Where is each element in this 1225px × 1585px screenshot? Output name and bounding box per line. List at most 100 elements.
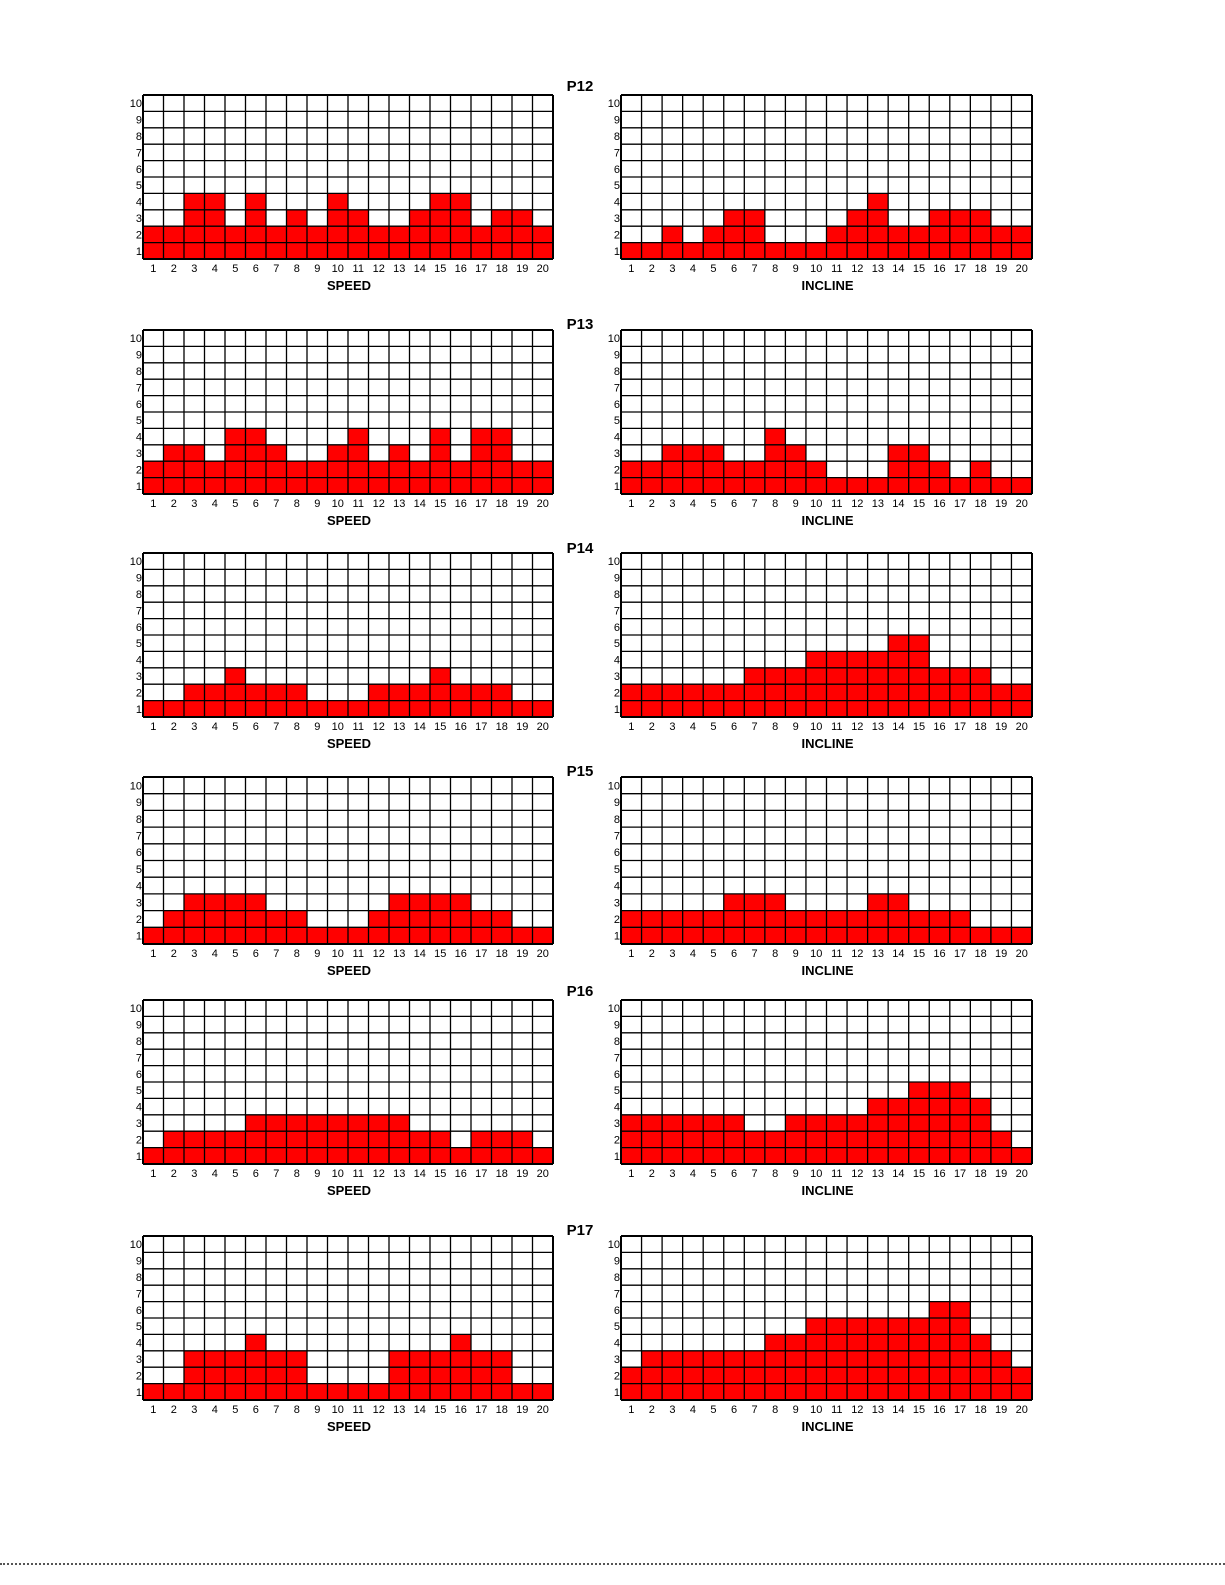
x-tick-label: 10 bbox=[332, 948, 344, 960]
y-tick-label: 5 bbox=[136, 1321, 142, 1333]
x-tick-label: 11 bbox=[353, 498, 364, 510]
x-tick-label: 16 bbox=[455, 721, 467, 733]
y-tick-label: 7 bbox=[614, 147, 620, 159]
incline-bar bbox=[744, 893, 765, 944]
incline-bar bbox=[970, 927, 991, 944]
x-tick-label: 11 bbox=[353, 1168, 364, 1180]
incline-bar bbox=[641, 1350, 663, 1400]
speed-bar bbox=[143, 1383, 164, 1400]
speed-bar bbox=[286, 1114, 307, 1164]
x-tick-label: 9 bbox=[314, 498, 320, 510]
x-tick-label: 4 bbox=[690, 1404, 696, 1416]
x-tick-label: 19 bbox=[516, 948, 528, 960]
incline-bar bbox=[764, 667, 786, 717]
x-tick-label: 5 bbox=[710, 263, 716, 275]
x-tick-label: 3 bbox=[191, 263, 197, 275]
speed-bar bbox=[307, 700, 328, 717]
x-tick-label: 12 bbox=[373, 1168, 385, 1180]
speed-bar bbox=[471, 1350, 492, 1400]
speed-bar bbox=[409, 893, 430, 944]
y-tick-label: 8 bbox=[136, 814, 142, 826]
x-tick-label: 5 bbox=[710, 1404, 716, 1416]
x-tick-label: 15 bbox=[434, 948, 446, 960]
speed-bar bbox=[389, 444, 410, 494]
x-tick-label: 7 bbox=[752, 498, 758, 510]
x-tick-label: 15 bbox=[913, 498, 925, 510]
program-title: P15 bbox=[567, 763, 594, 780]
y-tick-label: 8 bbox=[136, 366, 142, 378]
x-tick-label: 9 bbox=[314, 1168, 320, 1180]
x-tick-label: 13 bbox=[872, 1168, 884, 1180]
x-tick-label: 17 bbox=[954, 721, 966, 733]
y-tick-label: 9 bbox=[614, 350, 620, 362]
x-tick-label: 5 bbox=[232, 1404, 238, 1416]
y-tick-label: 3 bbox=[136, 897, 142, 909]
incline-bar bbox=[703, 444, 724, 494]
speed-bar bbox=[184, 893, 205, 944]
x-tick-label: 12 bbox=[851, 1168, 863, 1180]
x-tick-label: 16 bbox=[933, 263, 945, 275]
x-tick-label: 7 bbox=[752, 1404, 758, 1416]
x-tick-label: 3 bbox=[191, 498, 197, 510]
y-tick-label: 10 bbox=[608, 1003, 620, 1015]
speed-bar bbox=[327, 1383, 348, 1400]
x-tick-label: 4 bbox=[212, 263, 218, 275]
speed-bar bbox=[327, 1114, 348, 1164]
incline-bar bbox=[847, 1318, 868, 1400]
speed-bar bbox=[348, 1114, 369, 1164]
incline-bar bbox=[826, 1318, 848, 1400]
x-tick-label: 2 bbox=[649, 1404, 655, 1416]
speed-bar bbox=[143, 700, 164, 717]
x-tick-label: 2 bbox=[649, 263, 655, 275]
x-tick-label: 6 bbox=[253, 1404, 259, 1416]
x-tick-label: 18 bbox=[496, 1168, 508, 1180]
speed-axis-label: SPEED bbox=[327, 1419, 371, 1434]
incline-bar bbox=[990, 1350, 1012, 1400]
incline-bar bbox=[908, 1082, 930, 1164]
incline-bar bbox=[908, 444, 930, 494]
speed-bar bbox=[389, 1114, 410, 1164]
incline-axis-label: INCLINE bbox=[802, 513, 854, 528]
x-tick-label: 20 bbox=[537, 498, 549, 510]
speed-bar bbox=[184, 1350, 205, 1400]
incline-bar bbox=[723, 1114, 745, 1164]
x-tick-label: 9 bbox=[314, 948, 320, 960]
x-tick-label: 2 bbox=[649, 948, 655, 960]
x-tick-label: 4 bbox=[690, 498, 696, 510]
x-tick-label: 1 bbox=[150, 263, 156, 275]
y-tick-label: 4 bbox=[136, 655, 142, 667]
y-tick-label: 3 bbox=[614, 897, 620, 909]
y-tick-label: 7 bbox=[136, 605, 142, 617]
y-tick-label: 5 bbox=[136, 415, 142, 427]
x-tick-label: 14 bbox=[892, 498, 904, 510]
incline-axis-label: INCLINE bbox=[802, 278, 854, 293]
incline-bar bbox=[908, 635, 930, 717]
x-tick-label: 12 bbox=[851, 948, 863, 960]
y-tick-label: 6 bbox=[614, 847, 620, 859]
x-tick-label: 18 bbox=[496, 263, 508, 275]
incline-bar bbox=[805, 242, 827, 259]
incline-axis-label: INCLINE bbox=[802, 1419, 854, 1434]
x-tick-label: 19 bbox=[516, 263, 528, 275]
y-tick-label: 10 bbox=[130, 98, 142, 110]
incline-bar bbox=[949, 477, 971, 494]
x-tick-label: 15 bbox=[434, 721, 446, 733]
x-tick-label: 5 bbox=[232, 948, 238, 960]
x-tick-label: 9 bbox=[314, 263, 320, 275]
x-tick-label: 7 bbox=[752, 948, 758, 960]
x-tick-label: 2 bbox=[171, 263, 177, 275]
x-tick-label: 16 bbox=[933, 948, 945, 960]
y-tick-label: 6 bbox=[614, 1305, 620, 1317]
x-tick-label: 10 bbox=[332, 1168, 344, 1180]
y-tick-label: 4 bbox=[136, 881, 142, 893]
x-tick-label: 18 bbox=[496, 948, 508, 960]
x-tick-label: 10 bbox=[810, 948, 822, 960]
x-tick-label: 20 bbox=[1016, 721, 1028, 733]
incline-bar bbox=[888, 635, 909, 717]
y-tick-label: 7 bbox=[136, 147, 142, 159]
x-tick-label: 15 bbox=[434, 1404, 446, 1416]
x-tick-label: 20 bbox=[537, 721, 549, 733]
y-tick-label: 5 bbox=[136, 180, 142, 192]
y-tick-label: 1 bbox=[136, 481, 142, 493]
x-tick-label: 15 bbox=[434, 1168, 446, 1180]
